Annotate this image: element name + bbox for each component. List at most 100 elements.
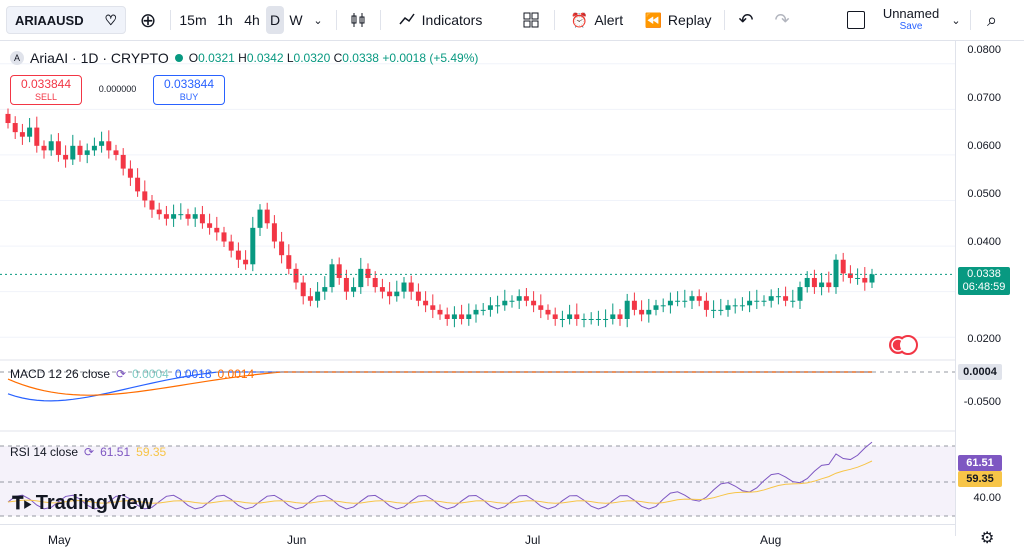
candle-body bbox=[199, 214, 205, 224]
candle-body bbox=[156, 209, 162, 215]
candle-body bbox=[394, 291, 400, 297]
candle-body bbox=[466, 314, 472, 319]
interval-4h[interactable]: 4h bbox=[244, 12, 260, 28]
tradingview-logo[interactable]: 𝐓▸ TradingView bbox=[12, 492, 153, 515]
heart-add-icon[interactable]: ♡ bbox=[104, 11, 117, 28]
layouts-grid-icon[interactable] bbox=[518, 6, 544, 34]
candle-body bbox=[610, 314, 616, 319]
price-tick: 0.0500 bbox=[967, 188, 1001, 200]
rsi-ma-value: 59.35 bbox=[136, 445, 167, 459]
price-tick: 0.0400 bbox=[967, 236, 1001, 248]
sell-button[interactable]: 0.033844 SELL bbox=[10, 75, 82, 105]
chevron-down-icon[interactable]: ⌄ bbox=[313, 14, 323, 27]
candle-body bbox=[696, 296, 702, 301]
candle-body bbox=[653, 305, 659, 310]
candle-body bbox=[315, 291, 321, 301]
candle-body bbox=[545, 309, 551, 315]
interval-15m[interactable]: 15m bbox=[179, 12, 207, 28]
candle-body bbox=[840, 259, 846, 274]
candle-body bbox=[243, 259, 249, 265]
alert-button[interactable]: ⏰ Alert bbox=[566, 6, 628, 34]
rsi-ma-line bbox=[7, 460, 873, 504]
settings-icon[interactable]: ⟳ bbox=[116, 367, 127, 381]
buy-button[interactable]: 0.033844 BUY bbox=[153, 75, 225, 105]
logo-text: TradingView bbox=[35, 492, 154, 514]
candle-body bbox=[775, 296, 781, 298]
candle-body bbox=[531, 300, 537, 306]
macd-legend[interactable]: MACD 12 26 close ⟳ 0.0004 0.0018 0.0014 bbox=[10, 367, 254, 381]
candle-body bbox=[682, 300, 688, 302]
redo-icon[interactable]: ↷ bbox=[774, 9, 790, 30]
symbol-name: ARIAAUSD bbox=[15, 12, 84, 28]
candle-body bbox=[84, 150, 90, 155]
candles-type-icon[interactable] bbox=[346, 6, 370, 34]
current-price: 0.0338 bbox=[967, 268, 1001, 280]
settings-gear-icon[interactable]: ⚙ bbox=[980, 530, 995, 547]
macd-signal-value: 0.0014 bbox=[217, 367, 255, 381]
layout-chevron-icon[interactable]: ⌄ bbox=[951, 14, 961, 27]
candle-body bbox=[480, 309, 486, 311]
candle-body bbox=[631, 300, 637, 310]
rsi-tick: 40.00 bbox=[973, 492, 1001, 504]
quick-search-icon[interactable]: ⌕ bbox=[986, 9, 998, 30]
price-chart[interactable] bbox=[0, 41, 955, 554]
candle-body bbox=[127, 168, 133, 178]
undo-icon[interactable]: ↶ bbox=[738, 9, 754, 30]
bar-countdown: 06:48:59 bbox=[962, 281, 1006, 293]
candle-body bbox=[293, 268, 299, 283]
candle-body bbox=[552, 314, 558, 319]
candle-body bbox=[639, 309, 645, 315]
rsi-legend[interactable]: RSI 14 close ⟳ 61.51 59.35 bbox=[10, 445, 166, 459]
candle-body bbox=[768, 296, 774, 301]
candle-body bbox=[459, 314, 465, 319]
us-flag-icon[interactable] bbox=[889, 335, 918, 355]
candle-body bbox=[91, 145, 97, 151]
candle-body bbox=[48, 141, 54, 151]
market-status-dot bbox=[174, 54, 183, 62]
settings-icon[interactable]: ⟳ bbox=[84, 445, 95, 459]
candle-body bbox=[106, 141, 112, 151]
candle-body bbox=[351, 287, 357, 292]
legend-title[interactable]: AriaAI · 1D · CRYPTO bbox=[30, 50, 169, 66]
candle-body bbox=[646, 309, 652, 315]
current-price-tag: 0.0338 06:48:59 bbox=[958, 267, 1010, 295]
trade-buttons: 0.033844 SELL 0.000000 0.033844 BUY bbox=[10, 75, 225, 105]
candle-body bbox=[27, 127, 33, 137]
price-tick: 0.0700 bbox=[967, 92, 1001, 104]
replay-button[interactable]: ⏪ Replay bbox=[642, 6, 714, 34]
replay-icon: ⏪ bbox=[644, 11, 662, 28]
candle-body bbox=[77, 145, 83, 155]
price-axis[interactable]: 0.0800 0.0700 0.0600 0.0500 0.0400 0.020… bbox=[955, 41, 1024, 536]
candle-body bbox=[538, 305, 544, 310]
candle-body bbox=[502, 300, 508, 306]
layout-checkbox-icon[interactable] bbox=[844, 6, 868, 34]
candle-body bbox=[603, 318, 609, 320]
candle-body bbox=[307, 296, 313, 301]
candle-body bbox=[437, 309, 443, 315]
indicators-button[interactable]: Indicators bbox=[392, 6, 488, 34]
date-tick: Jun bbox=[287, 533, 307, 547]
macd-hist-value: 0.0004 bbox=[132, 367, 169, 381]
candle-body bbox=[523, 296, 529, 301]
rsi-line bbox=[7, 441, 873, 510]
candle-body bbox=[847, 273, 853, 278]
candle-body bbox=[408, 282, 414, 292]
candle-body bbox=[343, 277, 349, 292]
candle-body bbox=[185, 214, 191, 219]
candle-body bbox=[862, 277, 868, 283]
interval-D[interactable]: D bbox=[266, 6, 284, 34]
candle-body bbox=[365, 268, 371, 278]
candle-body bbox=[725, 305, 731, 310]
layout-name-button[interactable]: Unnamed Save bbox=[876, 6, 946, 34]
time-axis[interactable]: May Jun Jul Aug bbox=[0, 524, 955, 555]
candle-body bbox=[379, 287, 385, 292]
candle-body bbox=[667, 300, 673, 306]
candle-body bbox=[473, 309, 479, 315]
compare-add-icon[interactable]: ⊕ bbox=[139, 9, 157, 32]
interval-1h[interactable]: 1h bbox=[217, 12, 233, 28]
candle-body bbox=[581, 318, 587, 320]
symbol-search[interactable]: ARIAAUSD ♡ bbox=[6, 6, 126, 34]
candle-body bbox=[387, 291, 393, 297]
candle-body bbox=[595, 318, 601, 320]
interval-W[interactable]: W bbox=[289, 12, 303, 28]
